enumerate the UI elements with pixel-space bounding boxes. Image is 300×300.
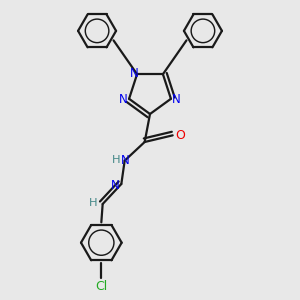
Text: N: N [130, 67, 139, 80]
Text: N: N [119, 93, 128, 106]
Text: N: N [111, 179, 120, 192]
Text: H: H [112, 155, 120, 165]
Text: N: N [121, 154, 130, 166]
Text: H: H [89, 198, 98, 208]
Text: N: N [172, 93, 181, 106]
Text: Cl: Cl [95, 280, 107, 293]
Text: O: O [175, 129, 185, 142]
